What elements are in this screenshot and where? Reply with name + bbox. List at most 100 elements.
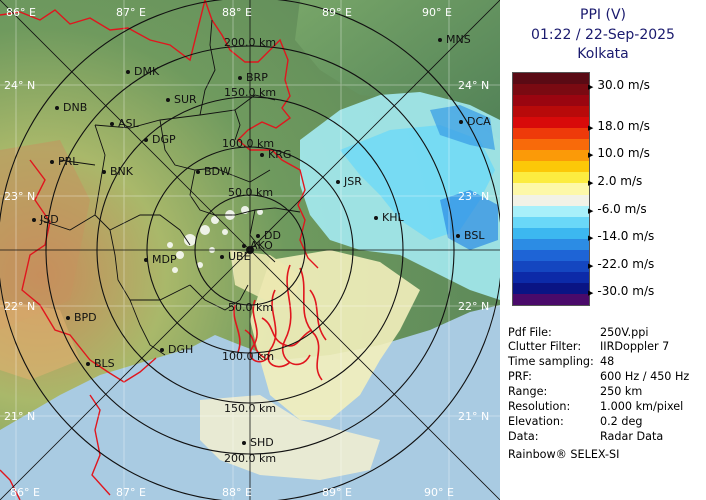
echo-blue-north	[430, 105, 495, 150]
info-key: PRF:	[508, 370, 532, 383]
radial-spokes	[0, 0, 500, 500]
scale-label-neg22: -22.0 m/s	[597, 257, 655, 271]
scale-tick-18: ▶ 18.0 m/s	[588, 119, 650, 133]
color-scale-segment	[513, 271, 589, 283]
scale-label-neg6: -6.0 m/s	[597, 202, 647, 216]
brand-label: Rainbow® SELEX-SI	[508, 448, 620, 461]
city-label-ako: AKO	[250, 239, 273, 252]
range-label-200-north: 200.0 km	[224, 36, 276, 49]
city-label-khl: KHL	[382, 211, 404, 224]
info-value: 600 Hz / 450 Hz	[600, 370, 690, 383]
range-label-150-south: 150.0 km	[224, 402, 276, 415]
scale-tick-neg30: ▶ -30.0 m/s	[588, 284, 655, 298]
color-scale-segment	[513, 150, 589, 162]
color-scale-bar	[512, 72, 590, 306]
scale-tick-2: ▶ 2.0 m/s	[588, 174, 643, 188]
info-row-resolution: Resolution: 1.000 km/pixel	[508, 400, 683, 413]
info-key: Data:	[508, 430, 539, 443]
product-title: PPI (V)	[580, 7, 626, 23]
scale-tick-10: ▶ 10.0 m/s	[588, 146, 650, 160]
city-label-jsr: JSR	[343, 175, 362, 188]
lat-label-24-right: 24° N	[458, 79, 489, 92]
city-label-dmk: DMK	[134, 65, 160, 78]
lat-label-23: 23° N	[4, 190, 35, 203]
color-scale-segment	[513, 282, 589, 294]
latitude-labels: 24° N 23° N 22° N 21° N 24° N 23° N 22° …	[4, 79, 489, 423]
range-labels: 50.0 km 100.0 km 150.0 km 200.0 km 50.0 …	[222, 36, 276, 465]
color-scale-segment	[513, 227, 589, 239]
info-value: 250 km	[600, 385, 643, 398]
lat-label-21: 21° N	[4, 410, 35, 423]
color-scale-segment	[513, 117, 589, 129]
info-value: Radar Data	[600, 430, 664, 443]
info-key: Resolution:	[508, 400, 571, 413]
scale-label-10: 10.0 m/s	[597, 146, 650, 160]
city-label-asl: ASL	[118, 117, 140, 130]
info-value: 48	[600, 355, 615, 368]
info-value: 0.2 deg	[600, 415, 643, 428]
color-scale-segment	[513, 172, 589, 184]
color-scale-segment	[513, 95, 589, 107]
city-label-prl: PRL	[58, 155, 79, 168]
station-name: Kolkata	[577, 46, 629, 62]
lon-label-90: 90° E	[422, 6, 452, 19]
lon-label-88-bottom: 88° E	[222, 486, 252, 499]
color-scale-segment	[513, 84, 589, 96]
scale-label-neg30: -30.0 m/s	[597, 284, 655, 298]
info-value: 1.000 km/pixel	[600, 400, 684, 413]
western-highland	[0, 300, 80, 380]
info-key: Pdf File:	[508, 326, 552, 339]
lon-label-90-bottom: 90° E	[424, 486, 454, 499]
color-scale-segment	[513, 73, 589, 85]
color-scale-segment	[513, 183, 589, 195]
city-label-bdw: BDW	[204, 165, 231, 178]
western-plateau	[0, 140, 90, 330]
info-key: Elevation:	[508, 415, 564, 428]
info-key: Time sampling:	[508, 355, 594, 368]
scale-tick-neg22: ▶ -22.0 m/s	[588, 257, 655, 271]
info-value: 250V.ppi	[600, 326, 649, 339]
color-scale-segment	[513, 161, 589, 173]
city-label-jsd: JSD	[39, 213, 59, 226]
range-label-50-south: 50.0 km	[228, 301, 273, 314]
range-label-200-south: 200.0 km	[224, 452, 276, 465]
city-label-bls: BLS	[94, 357, 115, 370]
city-label-dca: DCA	[467, 115, 491, 128]
color-scale-segment	[513, 139, 589, 151]
scale-label-18: 18.0 m/s	[597, 119, 650, 133]
range-label-100-south: 100.0 km	[222, 350, 274, 363]
city-markers: MNS DMK BRP DNB SUR ASL DGP DCA PRL BNK …	[32, 33, 491, 449]
lat-label-24: 24° N	[4, 79, 35, 92]
product-datetime: 01:22 / 22-Sep-2025	[531, 27, 675, 43]
city-label-dd: DD	[264, 229, 281, 242]
radar-map: 24° N 23° N 22° N 21° N 24° N 23° N 22° …	[0, 0, 500, 500]
lon-label-86-bottom: 86° E	[10, 486, 40, 499]
city-label-bsl: BSL	[464, 229, 485, 242]
color-scale-segment	[513, 106, 589, 118]
lat-label-22-right: 22° N	[458, 300, 489, 313]
info-row-range: Range: 250 km	[508, 385, 642, 398]
info-row-time-sampling: Time sampling: 48	[508, 355, 614, 368]
radar-site-icon	[246, 246, 254, 254]
lon-label-88: 88° E	[222, 6, 252, 19]
info-row-clutter-filter: Clutter Filter: IIRDoppler 7	[508, 340, 669, 353]
color-scale-segment	[513, 205, 589, 217]
color-scale-segment	[513, 216, 589, 228]
info-key: Range:	[508, 385, 548, 398]
city-label-mns: MNS	[446, 33, 471, 46]
lon-label-89: 89° E	[322, 6, 352, 19]
color-scale-segment	[513, 128, 589, 140]
lat-label-23-right: 23° N	[458, 190, 489, 203]
echo-pale-bay	[200, 395, 380, 480]
city-label-sur: SUR	[174, 93, 197, 106]
lon-label-87-bottom: 87° E	[116, 486, 146, 499]
radar-map-canvas: 24° N 23° N 22° N 21° N 24° N 23° N 22° …	[0, 0, 500, 500]
info-row-pdf-file: Pdf File: 250V.ppi	[508, 326, 648, 339]
info-value: IIRDoppler 7	[600, 340, 670, 353]
scale-tick-30: ▶ 30.0 m/s	[588, 78, 650, 92]
range-label-150-north: 150.0 km	[224, 86, 276, 99]
lat-label-22: 22° N	[4, 300, 35, 313]
city-label-ube: UBE	[228, 250, 251, 263]
scale-label-2: 2.0 m/s	[597, 174, 643, 188]
